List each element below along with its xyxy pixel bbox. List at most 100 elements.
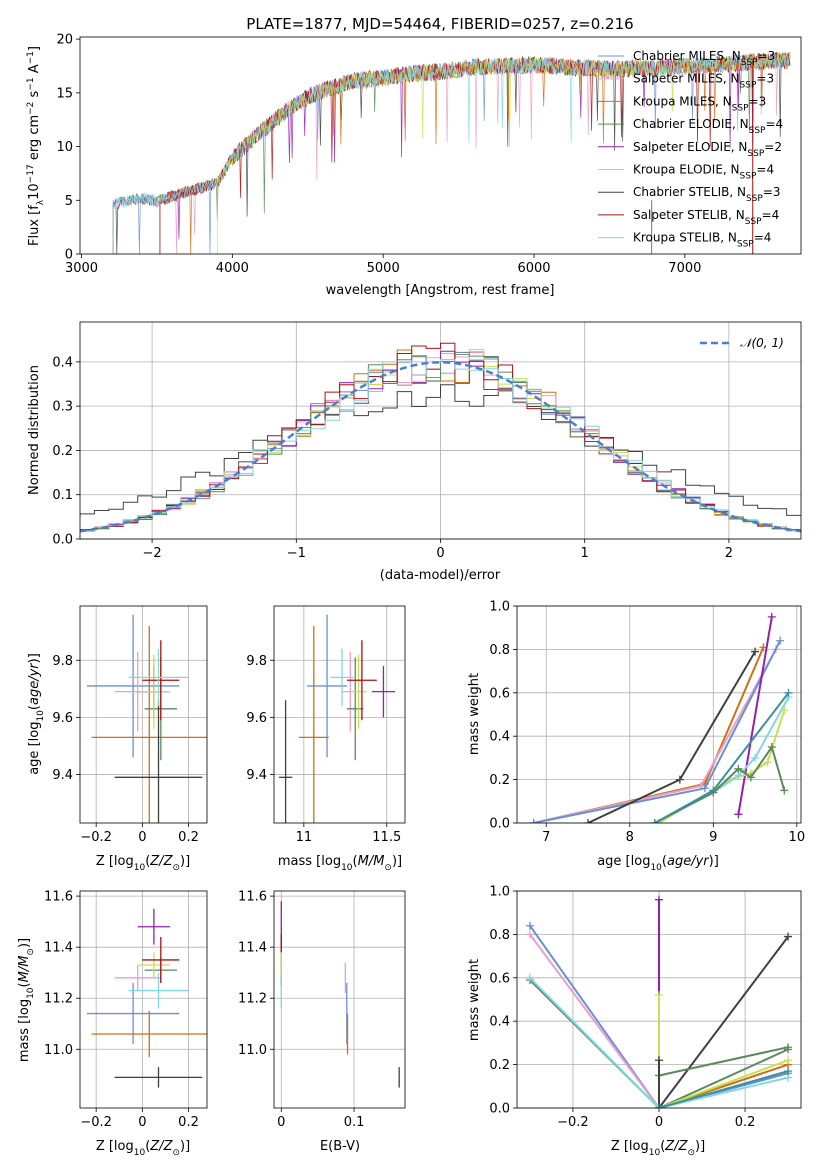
y-tick-label: 11.4 (238, 941, 267, 956)
y-tick-label: 0.6 (489, 971, 510, 986)
histogram-xlabel: (data-model)/error (380, 568, 501, 583)
x-tick-label: 0 (138, 830, 146, 845)
histogram-legend-label: 𝒩(0, 1) (740, 336, 784, 350)
legend-label-1: Salpeter MILES, NSSP=3 (633, 72, 774, 91)
axes-frame (516, 605, 802, 824)
legend-label-5: Kroupa ELODIE, NSSP=4 (633, 163, 774, 182)
x-tick-label: 0 (436, 546, 444, 561)
legend-label-7: Salpeter STELIB, NSSP=4 (633, 208, 779, 227)
weight-series-marker (525, 973, 534, 982)
y-tick-label: 0.1 (52, 488, 73, 503)
weight-series-marker (734, 810, 743, 819)
x-tick-label: 9 (709, 830, 717, 845)
weight-series-marker (767, 612, 776, 621)
x-tick-label: 4000 (216, 261, 249, 276)
age-mass-xlabel: mass [log10(M/M⊙)] (278, 854, 402, 873)
y-tick-label: 0.4 (52, 355, 73, 370)
y-tick-label: 0.2 (489, 773, 510, 788)
weight-series-line (658, 1070, 789, 1108)
x-tick-label: 11.5 (372, 830, 401, 845)
weight-series-marker (584, 819, 592, 823)
weight-series-line (658, 935, 789, 1108)
weight-series-marker (776, 636, 785, 645)
ebv-xlabel: E(B-V) (320, 1139, 360, 1154)
legend-label-6: Chabrier STELIB, NSSP=3 (633, 185, 781, 204)
y-tick-label: 11.0 (238, 1043, 267, 1058)
weight-series-marker (784, 1043, 793, 1052)
age-ylabel: age [log10(age/yr)] (27, 653, 46, 775)
weight-series-line (654, 744, 786, 823)
axes-frame (516, 890, 802, 1109)
axes-frame (273, 890, 406, 1109)
weight-z-xlabel: Z [log10(Z/Z⊙)] (611, 1139, 705, 1158)
x-tick-label: 0 (655, 1115, 663, 1130)
weight-series-marker (784, 1056, 793, 1065)
weight-series-marker (675, 775, 684, 784)
x-tick-label: 11 (296, 830, 313, 845)
y-tick-label: 11.2 (238, 992, 267, 1007)
weight-age-ylabel: mass weight (467, 673, 482, 755)
spectrum-axes-frame (79, 36, 802, 255)
x-tick-label: 3000 (65, 261, 98, 276)
legend-label-2: Kroupa MILES, NSSP=3 (633, 94, 766, 113)
y-tick-label: 11.0 (44, 1043, 73, 1058)
mass-ylabel: mass [log10(M/M⊙)] (17, 938, 36, 1062)
x-tick-label: 0 (138, 1115, 146, 1130)
x-tick-label: −0.2 (80, 830, 112, 845)
weight-series-marker (746, 773, 755, 782)
weight-series-marker (780, 786, 789, 795)
y-tick-label: 11.6 (44, 890, 73, 905)
y-tick-label: 9.4 (246, 768, 267, 783)
y-tick-label: 0.8 (489, 643, 510, 658)
plot-area (86, 614, 207, 823)
weight-series-marker (784, 932, 793, 941)
spectrum-title: PLATE=1877, MJD=54464, FIBERID=0257, z=0… (246, 15, 633, 33)
weight-series-marker (751, 753, 760, 762)
y-tick-label: 5 (65, 194, 73, 209)
x-tick-label: 0.1 (344, 1115, 365, 1130)
y-tick-label: 0.4 (489, 1015, 510, 1030)
y-tick-label: 0 (65, 248, 73, 263)
y-tick-label: 0.2 (52, 444, 73, 459)
y-tick-label: 11.6 (238, 890, 267, 905)
x-tick-label: 1 (581, 546, 589, 561)
weight-series-marker (655, 1104, 663, 1108)
x-tick-label: 8 (626, 830, 634, 845)
x-tick-label: 6000 (517, 261, 550, 276)
weight-series-marker (751, 647, 760, 656)
histogram-series-step (80, 342, 801, 534)
x-tick-label: −2 (143, 546, 162, 561)
x-tick-label: 0.2 (178, 830, 199, 845)
weight-series-marker (529, 819, 538, 823)
weight-series-line (529, 979, 789, 1108)
weight-series-line (529, 977, 789, 1108)
weight-series-marker (525, 930, 534, 939)
x-tick-label: 0 (277, 1115, 285, 1130)
plot-area (525, 895, 793, 1108)
legend-label-3: Chabrier ELODIE, NSSP=4 (633, 117, 783, 136)
y-tick-label: 0.4 (489, 730, 510, 745)
spectrum-ylabel: Flux [fλ10−17 erg cm−2 s−1 A−1] (26, 46, 46, 246)
y-tick-label: 0.0 (489, 1102, 510, 1117)
histogram-axes-frame (79, 321, 802, 540)
y-tick-label: 0.8 (489, 928, 510, 943)
mass-z-xlabel: Z [log10(Z/Z⊙)] (96, 1139, 190, 1158)
x-tick-label: 2 (725, 546, 733, 561)
plot-area (529, 612, 793, 823)
weight-series-marker (784, 1067, 793, 1076)
x-tick-label: −0.2 (80, 1115, 112, 1130)
axes-frame (79, 890, 208, 1109)
normal-reference-curve (80, 361, 801, 533)
legend-label-8: Kroupa STELIB, NSSP=4 (633, 231, 771, 250)
y-tick-label: 0.2 (489, 1058, 510, 1073)
y-tick-label: 9.8 (246, 654, 267, 669)
legend-label-4: Salpeter ELODIE, NSSP=2 (633, 140, 782, 159)
spectrum-series-line (216, 52, 791, 254)
legend-label-0: Chabrier MILES, NSSP=3 (633, 49, 775, 68)
y-tick-label: 20 (56, 33, 73, 48)
y-tick-label: 11.2 (44, 992, 73, 1007)
weight-series-marker (709, 786, 718, 795)
x-tick-label: 7000 (668, 261, 701, 276)
